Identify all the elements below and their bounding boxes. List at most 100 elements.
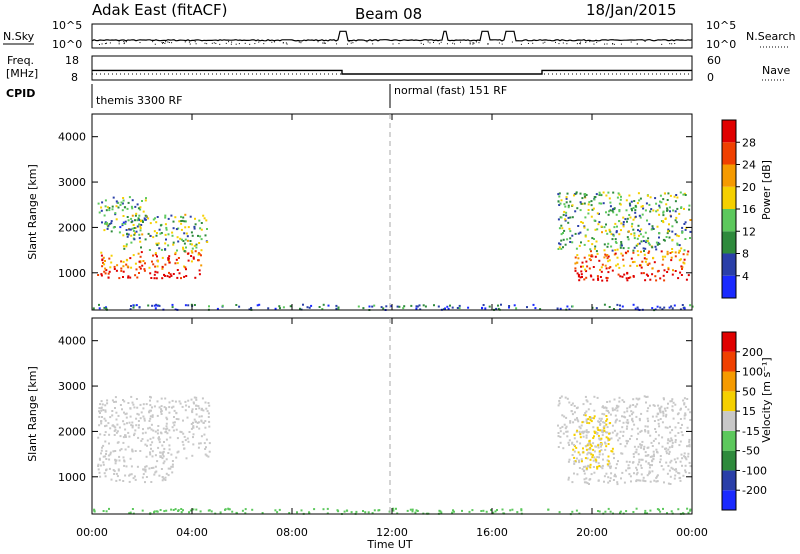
heatmap-cell — [585, 420, 588, 423]
heatmap-cell — [378, 509, 381, 512]
heatmap-cell — [101, 416, 103, 418]
heatmap-cell — [651, 455, 654, 458]
heatmap-cell — [619, 304, 621, 307]
heatmap-cell — [631, 417, 634, 420]
heatmap-cell — [648, 262, 651, 265]
heatmap-cell — [183, 275, 186, 278]
heatmap-cell — [612, 211, 615, 214]
heatmap-cell — [575, 430, 578, 433]
heatmap-cell — [663, 306, 666, 309]
heatmap-cell — [585, 194, 588, 196]
heatmap-cell — [128, 474, 131, 477]
heatmap-cell — [663, 481, 665, 484]
heatmap-cell — [322, 508, 325, 511]
heatmap-cell — [671, 273, 674, 276]
heatmap-cell — [557, 432, 560, 434]
heatmap-cell — [566, 192, 569, 195]
heatmap-cell — [661, 436, 664, 439]
heatmap-cell — [598, 421, 601, 423]
heatmap-cell — [173, 421, 176, 424]
heatmap-cell — [656, 451, 659, 454]
heatmap-cell — [150, 409, 152, 412]
heatmap-cell — [98, 471, 101, 474]
heatmap-cell — [106, 206, 109, 209]
heatmap-cell — [649, 434, 652, 437]
heatmap-cell — [646, 219, 648, 222]
heatmap-cell — [613, 226, 616, 229]
heatmap-cell — [598, 221, 601, 224]
heatmap-cell — [180, 277, 182, 280]
heatmap-cell — [623, 415, 625, 418]
heatmap-cell — [112, 469, 115, 471]
heatmap-cell — [600, 202, 603, 205]
heatmap-cell — [560, 239, 563, 242]
heatmap-cell — [145, 465, 148, 468]
heatmap-cell — [566, 435, 569, 438]
heatmap-cell — [148, 467, 151, 470]
heatmap-cell — [623, 411, 626, 414]
heatmap-cell — [640, 205, 643, 208]
heatmap-cell — [127, 275, 130, 278]
power-ylabel: Slant Range [km] — [26, 164, 39, 260]
nsearch-point — [206, 43, 208, 45]
heatmap-cell — [596, 456, 599, 459]
heatmap-cell — [633, 237, 636, 240]
heatmap-cell — [558, 242, 560, 245]
heatmap-cell — [656, 270, 659, 273]
heatmap-cell — [162, 451, 165, 454]
heatmap-cell — [593, 471, 596, 474]
heatmap-cell — [125, 412, 128, 415]
heatmap-cell — [607, 271, 610, 274]
heatmap-cell — [605, 419, 608, 422]
heatmap-cell — [573, 460, 576, 463]
x-tick-label: 04:00 — [176, 526, 208, 539]
heatmap-cell — [205, 438, 208, 441]
heatmap-cell — [516, 511, 519, 514]
heatmap-cell — [603, 256, 606, 259]
heatmap-cell — [669, 194, 672, 197]
heatmap-cell — [588, 258, 591, 260]
heatmap-cell — [565, 425, 568, 428]
heatmap-cell — [559, 202, 562, 205]
heatmap-cell — [633, 232, 636, 235]
heatmap-cell — [558, 402, 561, 405]
heatmap-cell — [154, 270, 157, 273]
heatmap-cell — [124, 222, 127, 225]
heatmap-cell — [580, 221, 583, 223]
heatmap-cell — [395, 507, 397, 510]
heatmap-cell — [108, 507, 110, 510]
heatmap-cell — [597, 446, 600, 449]
heatmap-cell — [149, 451, 151, 454]
heatmap-cell — [656, 508, 659, 511]
heatmap-cell — [119, 204, 122, 206]
freq-panel-frame — [91, 55, 693, 81]
heatmap-cell — [494, 510, 497, 513]
heatmap-cell — [111, 399, 114, 402]
heatmap-cell — [151, 441, 154, 444]
heatmap-cell — [141, 476, 144, 479]
x-tick-label: 16:00 — [476, 526, 508, 539]
heatmap-cell — [684, 221, 687, 224]
heatmap-cell — [654, 428, 657, 430]
heatmap-cell — [179, 402, 182, 405]
heatmap-cell — [636, 427, 639, 430]
heatmap-cell — [180, 222, 183, 225]
heatmap-cell — [105, 450, 108, 453]
heatmap-cell — [657, 404, 660, 407]
heatmap-cell — [362, 510, 364, 512]
heatmap-cell — [145, 403, 148, 406]
heatmap-cell — [603, 303, 606, 306]
heatmap-cell — [604, 264, 607, 267]
heatmap-cell — [150, 481, 153, 483]
heatmap-cell — [158, 438, 161, 441]
heatmap-cell — [659, 410, 662, 413]
heatmap-cell — [559, 243, 562, 246]
heatmap-cell — [605, 211, 607, 214]
heatmap-cell — [138, 272, 140, 274]
heatmap-cell — [119, 449, 122, 452]
heatmap-cell — [146, 444, 148, 447]
heatmap-cell — [650, 441, 653, 444]
heatmap-cell — [689, 230, 692, 233]
heatmap-cell — [147, 427, 150, 430]
heatmap-cell — [637, 463, 640, 466]
